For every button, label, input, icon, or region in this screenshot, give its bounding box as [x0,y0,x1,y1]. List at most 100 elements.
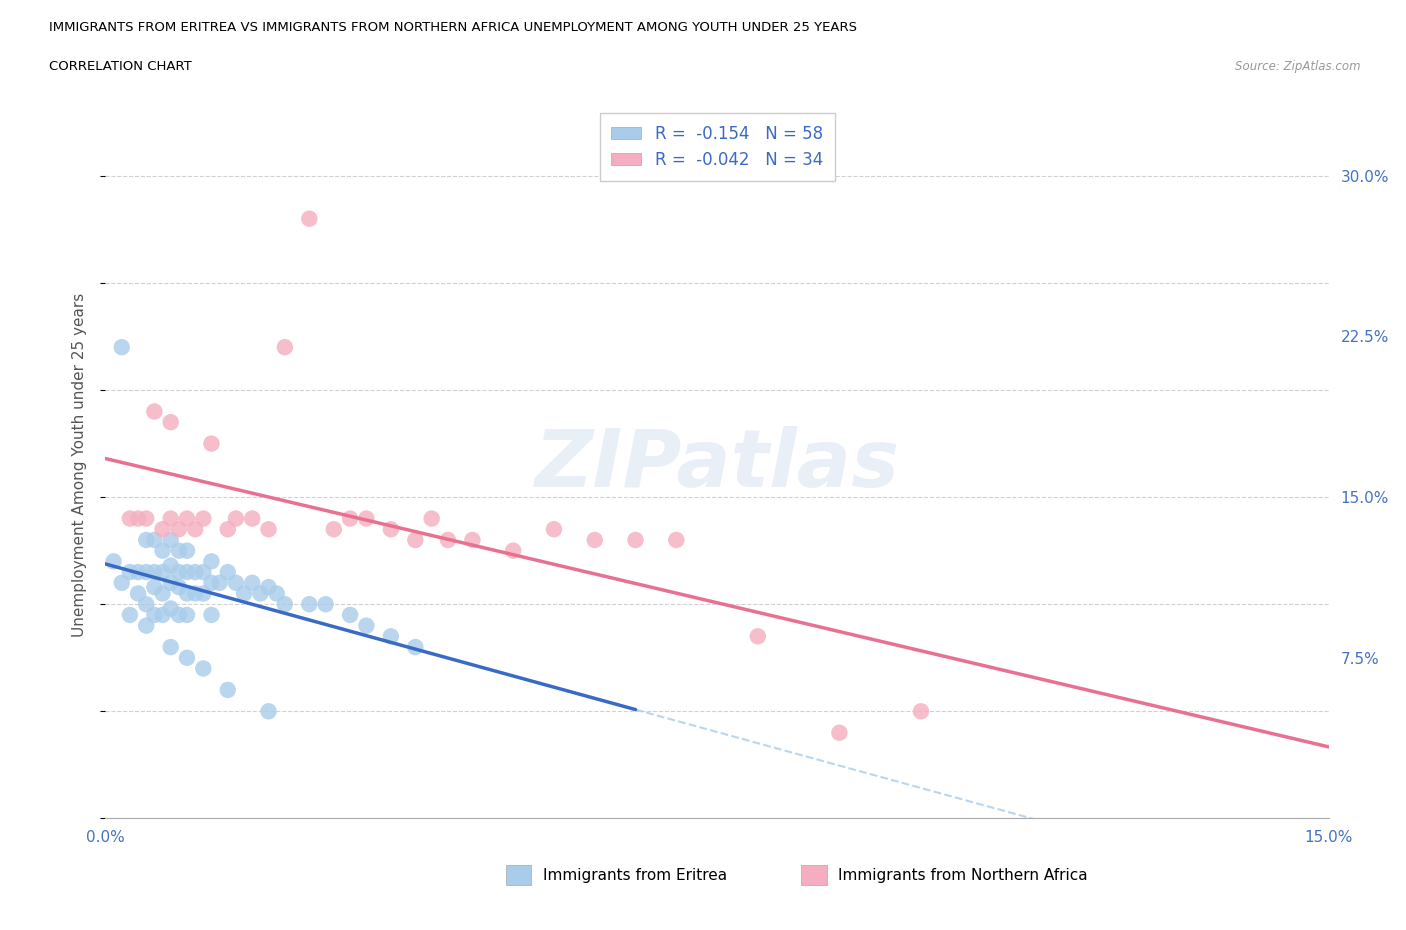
Point [143,565,166,579]
Point [176,512,198,526]
Point [111,339,134,354]
Point [135,597,157,612]
Point [167,522,190,537]
Point [502,543,524,558]
Point [152,565,174,579]
Point [225,512,247,526]
Point [159,415,181,430]
Point [159,640,181,655]
Point [118,565,141,579]
Point [339,512,361,526]
Point [152,522,174,537]
Point [322,522,344,537]
Point [200,554,222,569]
Point [543,522,565,537]
Point [193,586,215,601]
Point [159,576,181,591]
Point [298,211,321,226]
Point [135,618,157,633]
Point [167,565,190,579]
Point [176,586,198,601]
Point [176,650,198,665]
Point [167,543,190,558]
Text: Immigrants from Eritrea: Immigrants from Eritrea [543,868,727,883]
Point [240,512,263,526]
Text: IMMIGRANTS FROM ERITREA VS IMMIGRANTS FROM NORTHERN AFRICA UNEMPLOYMENT AMONG YO: IMMIGRANTS FROM ERITREA VS IMMIGRANTS FR… [49,21,858,34]
Point [152,607,174,622]
Point [298,597,321,612]
Point [184,586,207,601]
Point [176,543,198,558]
Point [200,607,222,622]
Text: ZIPatlas: ZIPatlas [534,426,900,504]
Point [176,607,198,622]
Point [135,512,157,526]
Legend: R =  -0.154   N = 58, R =  -0.042   N = 34: R = -0.154 N = 58, R = -0.042 N = 34 [599,113,835,180]
Text: CORRELATION CHART: CORRELATION CHART [49,60,193,73]
Point [665,533,688,548]
Point [127,586,149,601]
Point [152,543,174,558]
Point [356,618,378,633]
Point [143,579,166,594]
Point [828,725,851,740]
Point [208,576,231,591]
Point [356,512,378,526]
Point [159,601,181,616]
Point [217,522,239,537]
Point [583,533,606,548]
Text: Source: ZipAtlas.com: Source: ZipAtlas.com [1236,60,1361,73]
Point [233,586,256,601]
Point [193,512,215,526]
Point [135,565,157,579]
Point [257,579,280,594]
Point [143,607,166,622]
Point [143,404,166,418]
Y-axis label: Unemployment Among Youth under 25 years: Unemployment Among Youth under 25 years [72,293,87,637]
Point [404,640,426,655]
Point [135,533,157,548]
Point [159,533,181,548]
Point [249,586,271,601]
Point [111,576,134,591]
Point [380,629,402,644]
Point [167,607,190,622]
Point [461,533,484,548]
Point [118,607,141,622]
Point [200,436,222,451]
Point [339,607,361,622]
Point [274,339,297,354]
Point [257,522,280,537]
Point [176,565,198,579]
Point [217,683,239,698]
Point [143,533,166,548]
Point [193,565,215,579]
Text: Immigrants from Northern Africa: Immigrants from Northern Africa [838,868,1088,883]
Point [624,533,647,548]
Point [127,565,149,579]
Point [257,704,280,719]
Point [274,597,297,612]
Point [437,533,460,548]
Point [184,565,207,579]
Point [127,512,149,526]
Point [315,597,337,612]
Point [404,533,426,548]
Point [193,661,215,676]
Point [200,576,222,591]
Point [184,522,207,537]
Point [266,586,288,601]
Point [225,576,247,591]
Point [217,565,239,579]
Point [167,579,190,594]
Point [747,629,769,644]
Point [159,512,181,526]
Point [380,522,402,537]
Point [420,512,443,526]
Point [152,586,174,601]
Point [103,554,125,569]
Point [240,576,263,591]
Point [910,704,932,719]
Point [118,512,141,526]
Point [159,558,181,573]
